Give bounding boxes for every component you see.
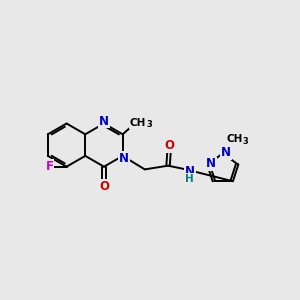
Text: N: N — [99, 115, 109, 128]
Text: N: N — [206, 158, 216, 170]
Text: N: N — [185, 165, 195, 178]
Text: CH: CH — [130, 118, 146, 128]
Text: 3: 3 — [146, 121, 152, 130]
Text: N: N — [221, 146, 231, 159]
Text: O: O — [165, 139, 175, 152]
Text: N: N — [119, 152, 129, 165]
Text: F: F — [45, 160, 53, 173]
Text: 3: 3 — [242, 137, 248, 146]
Text: CH: CH — [226, 134, 242, 144]
Text: O: O — [99, 180, 109, 193]
Text: H: H — [185, 174, 194, 184]
